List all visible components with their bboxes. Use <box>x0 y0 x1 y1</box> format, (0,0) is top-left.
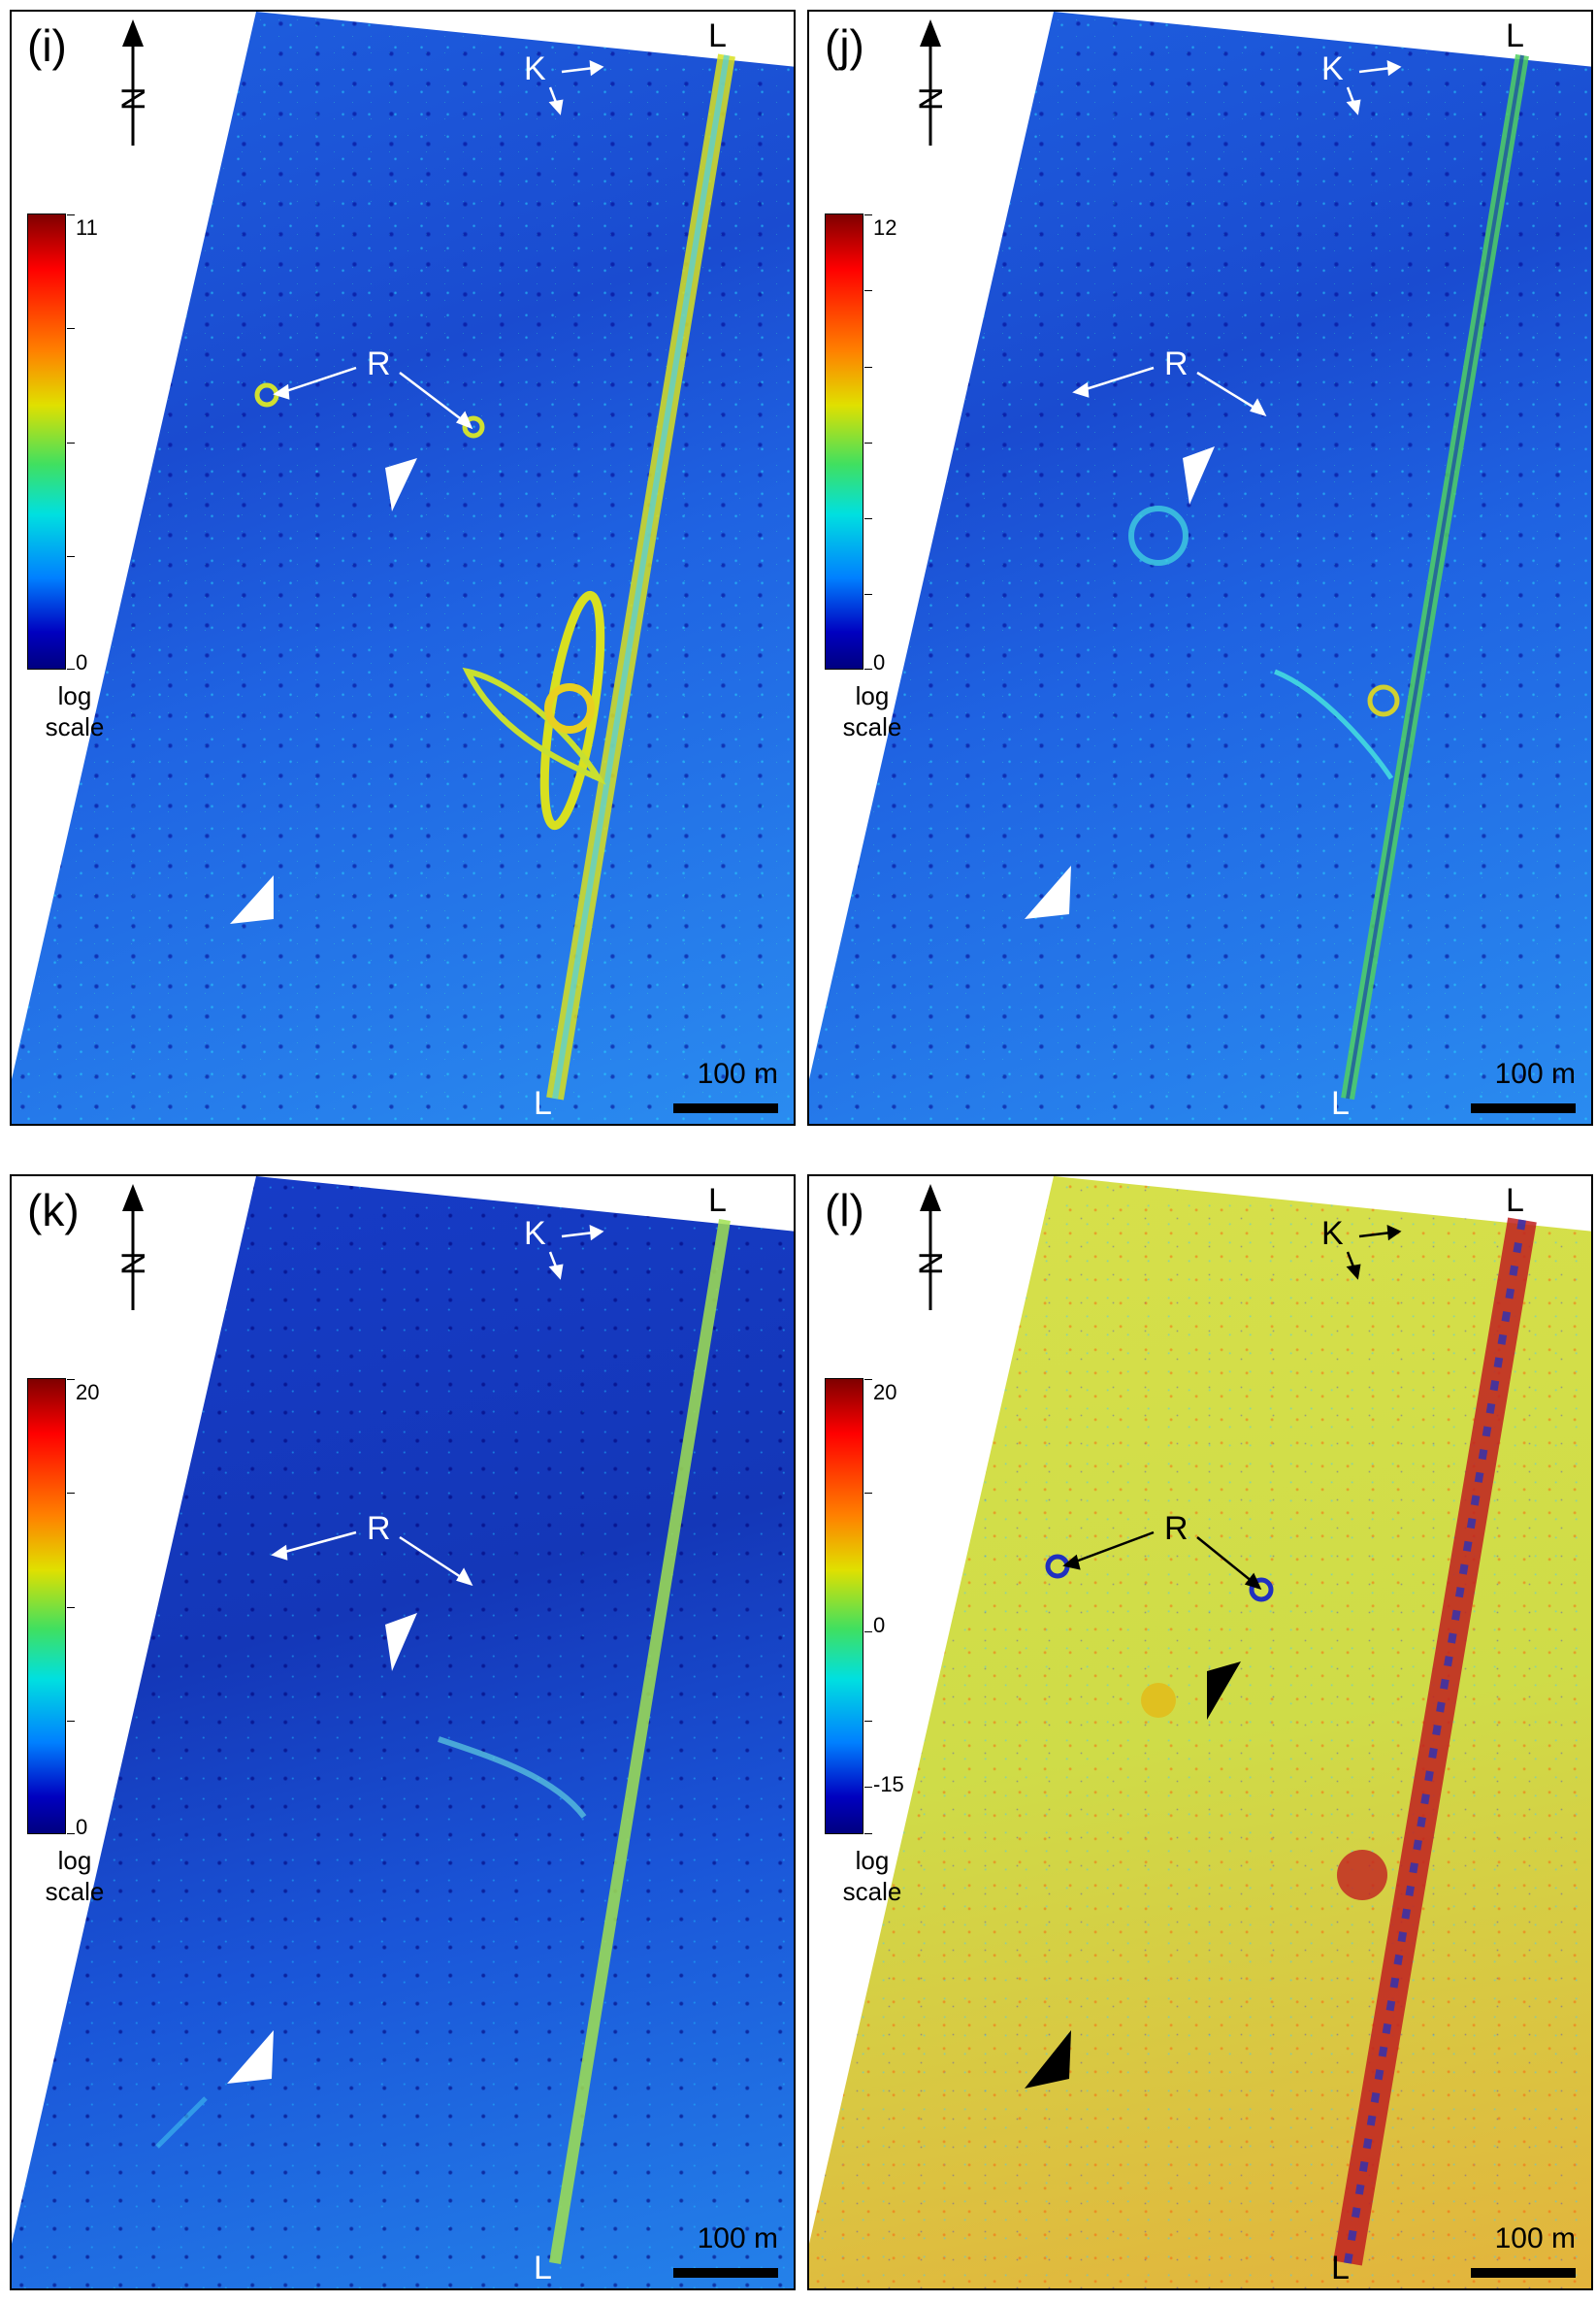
marker-L-top: L <box>1506 1182 1524 1219</box>
colorbar-unit: log scale <box>45 1846 105 1906</box>
colorbar-max: 20 <box>873 1380 897 1404</box>
marker-L-bottom: L <box>534 1085 552 1122</box>
colorbar-unit: log scale <box>842 681 902 741</box>
scale-bar <box>1471 1103 1576 1113</box>
magnetic-map-image <box>12 12 794 1124</box>
colorbar <box>27 1378 75 1834</box>
marker-L-bottom: L <box>1331 1085 1350 1122</box>
magnetic-map-image <box>809 1176 1591 2288</box>
north-arrow-icon: N <box>913 1184 950 1310</box>
colorbar-max: 11 <box>76 215 98 240</box>
marker-R: R <box>367 345 391 382</box>
scale-bar <box>673 1103 778 1113</box>
scale-label: 100 m <box>697 1058 778 1090</box>
colorbar-min: 0 <box>873 650 886 674</box>
colorbar-unit: log scale <box>842 1846 902 1906</box>
north-label: N <box>914 86 947 111</box>
marker-K: K <box>524 50 546 87</box>
panel-label: (j) <box>825 20 864 71</box>
colorbar-min: 0 <box>76 1815 88 1839</box>
north-label: N <box>914 1251 947 1275</box>
colorbar-min: 0 <box>76 650 88 674</box>
magnetic-map-image <box>12 1176 794 2288</box>
scale-bar <box>1471 2268 1576 2278</box>
colorbar <box>825 214 872 670</box>
colorbar-max: 20 <box>76 1380 100 1404</box>
marker-R: R <box>1164 1510 1189 1547</box>
north-arrow-icon: N <box>115 1184 152 1310</box>
colorbar-mid: 0 <box>873 1613 886 1637</box>
marker-R: R <box>367 1510 391 1547</box>
marker-K: K <box>1321 50 1344 87</box>
marker-R: R <box>1164 345 1189 382</box>
colorbar <box>27 214 75 670</box>
panel-label: (i) <box>27 20 67 71</box>
colorbar-max: 12 <box>873 215 897 240</box>
colorbar-unit: log scale <box>45 681 105 741</box>
marker-L-top: L <box>708 17 727 54</box>
marker-K: K <box>524 1215 546 1252</box>
scale-label: 100 m <box>1494 2222 1576 2254</box>
panel-label: (l) <box>825 1185 864 1235</box>
scale-label: 100 m <box>1494 1058 1576 1090</box>
scale-bar <box>673 2268 778 2278</box>
north-arrow-icon: N <box>115 19 152 146</box>
colorbar <box>825 1378 872 1834</box>
north-label: N <box>116 86 149 111</box>
marker-L-bottom: L <box>534 2250 552 2286</box>
marker-L-top: L <box>708 1182 727 1219</box>
marker-L-top: L <box>1506 17 1524 54</box>
marker-K: K <box>1321 1215 1344 1252</box>
north-arrow-icon: N <box>913 19 950 146</box>
panel-l: (l) N 20 0 -15 log scale L L K R 100 m <box>807 1174 1593 2290</box>
panel-k: (k) N 20 0 log scale L L K R 100 m <box>10 1174 796 2290</box>
panel-j: (j) N 12 0 log scale L L K R 100 m <box>807 10 1593 1126</box>
marker-L-bottom: L <box>1331 2250 1350 2286</box>
colorbar-min: -15 <box>873 1772 904 1796</box>
scale-label: 100 m <box>697 2222 778 2254</box>
magnetic-map-image <box>809 12 1591 1124</box>
panel-label: (k) <box>27 1185 80 1235</box>
north-label: N <box>116 1251 149 1275</box>
panel-i: (i) N 11 0 log scale L L K R 100 m <box>10 10 796 1126</box>
